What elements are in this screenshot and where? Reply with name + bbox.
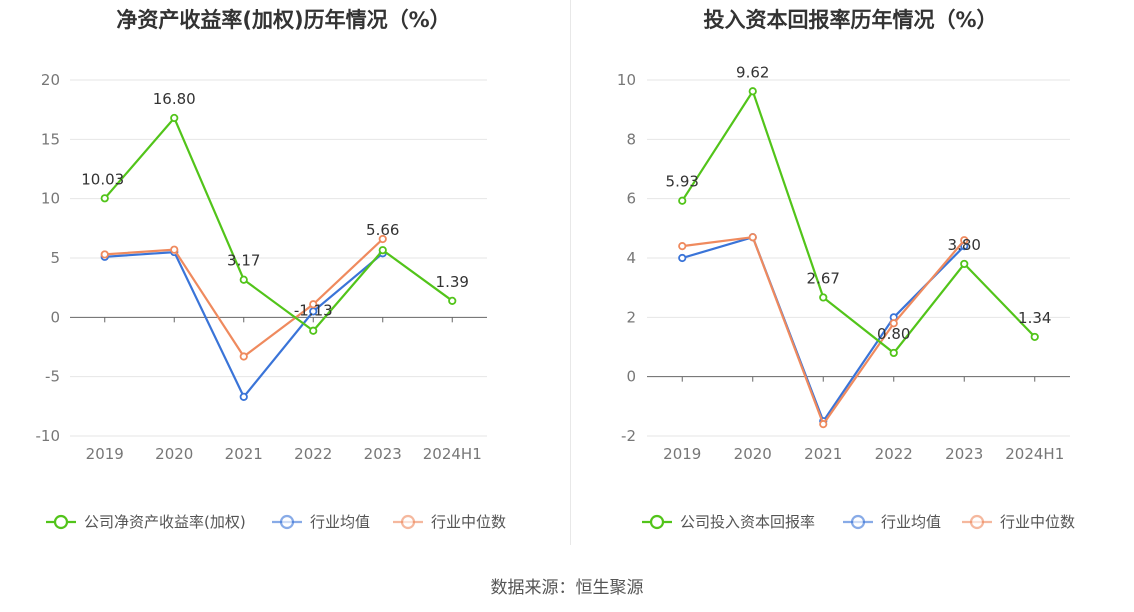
data-point [170, 113, 179, 123]
data-point [889, 348, 898, 358]
legend-label: 公司投入资本回报率 [680, 513, 815, 531]
x-tick-label: 2019 [663, 445, 701, 463]
x-tick-label: 2019 [86, 445, 124, 463]
x-tick-label: 2022 [875, 445, 913, 463]
data-point [309, 326, 318, 335]
y-tick-label: 10 [41, 190, 60, 208]
data-point [170, 245, 179, 254]
legend-item-0: 公司投入资本回报率 [642, 513, 815, 531]
chart-title: 净资产收益率(加权)历年情况（%） [116, 8, 451, 32]
data-point [960, 259, 969, 269]
legend-marker [649, 514, 665, 530]
series-line-1 [681, 235, 966, 424]
data-point [1030, 332, 1039, 342]
legend-item-1: 行业均值 [843, 513, 941, 531]
data-point [960, 236, 969, 245]
data-point [819, 293, 828, 302]
x-tick-label: 2020 [734, 445, 772, 463]
series-line-0 [681, 88, 1036, 355]
y-tick-label: 10 [617, 71, 636, 89]
legend-item-0: 公司净资产收益率(加权) [46, 513, 246, 531]
data-label: 1.34 [1018, 309, 1051, 327]
data-label: 9.62 [736, 63, 769, 81]
data-point [100, 250, 109, 259]
x-tick-label: 2022 [294, 445, 332, 463]
roe-chart: -10 -5 0 5 10 15 20 2019 2020 2021 2022 2023 2024H1 1… [36, 71, 507, 531]
data-point [100, 194, 109, 203]
data-label: -1.13 [294, 302, 333, 320]
legend-marker [850, 514, 866, 530]
y-tick-label: 6 [626, 190, 636, 208]
y-tick-label: 0 [50, 308, 60, 326]
y-tick-label: 0 [626, 368, 636, 386]
data-label: 10.03 [81, 170, 124, 188]
y-tick-label: 2 [626, 308, 636, 326]
x-tick-label: 2021 [225, 445, 263, 463]
data-point [748, 233, 757, 242]
legend-item-2: 行业中位数 [393, 513, 506, 531]
data-point [819, 420, 828, 429]
data-point [378, 234, 387, 244]
legend-marker [53, 514, 69, 530]
roic-chart: -2 0 2 4 6 8 10 2019 2020 2021 2022 2023 2024H1 5.93 9… [617, 63, 1075, 531]
chart-title: 投入资本回报率历年情况（%） [703, 8, 998, 32]
y-tick-label: 20 [41, 71, 60, 89]
chart-panel-roic: 投入资本回报率历年情况（%） -2 0 2 4 6 8 10 2019 2020 2021 2022… [567, 0, 1134, 560]
x-tick-label: 2020 [155, 445, 193, 463]
x-tick-label: 2021 [804, 445, 842, 463]
data-label: 3.80 [948, 236, 981, 254]
y-tick-label: 8 [626, 130, 636, 148]
data-point [678, 242, 687, 251]
data-label: 2.67 [807, 269, 840, 287]
legend-label: 行业均值 [310, 513, 370, 531]
x-tick-label: 2024H1 [1005, 445, 1064, 463]
data-point [448, 296, 457, 305]
data-label: 0.80 [877, 325, 910, 343]
y-tick-label: -5 [45, 368, 60, 386]
x-tick-label: 2023 [945, 445, 983, 463]
chart-panel-roe: 净资产收益率(加权)历年情况（%） -10 -5 0 5 10 15 20 2019 2020 2… [0, 0, 567, 560]
data-label: 1.39 [436, 273, 469, 291]
legend-marker [969, 514, 985, 530]
data-point [239, 352, 248, 361]
data-point [239, 275, 248, 284]
x-tick-label: 2024H1 [423, 445, 482, 463]
data-point [748, 87, 757, 96]
legend-label: 行业中位数 [431, 513, 506, 531]
data-label: 5.66 [366, 221, 399, 239]
data-source: 数据来源：恒生聚源 [490, 578, 644, 598]
legend-label: 公司净资产收益率(加权) [84, 513, 246, 531]
data-point [378, 246, 387, 255]
data-point [239, 392, 248, 401]
y-tick-label: 15 [41, 130, 60, 148]
legend-label: 行业中位数 [1000, 513, 1075, 531]
legend-label: 行业均值 [881, 513, 941, 531]
series-line-1 [104, 250, 384, 399]
data-point [309, 300, 318, 309]
x-tick-label: 2023 [364, 445, 402, 463]
data-label: 3.17 [227, 252, 260, 270]
legend-item-2: 行业中位数 [962, 513, 1075, 531]
legend-marker [400, 514, 416, 530]
legend-item-1: 行业均值 [272, 513, 370, 531]
series-line-0 [103, 115, 453, 333]
legend-marker [279, 514, 295, 530]
data-point [678, 196, 687, 205]
y-tick-label: 5 [50, 249, 60, 267]
data-point [678, 253, 687, 263]
series-line-2 [682, 235, 966, 427]
data-label: 5.93 [666, 173, 699, 191]
data-label: 16.80 [153, 90, 196, 108]
panel-divider [570, 0, 571, 545]
y-tick-label: 4 [626, 249, 636, 267]
data-point [889, 319, 898, 328]
y-tick-label: -10 [36, 427, 61, 445]
y-tick-label: -2 [621, 427, 636, 445]
